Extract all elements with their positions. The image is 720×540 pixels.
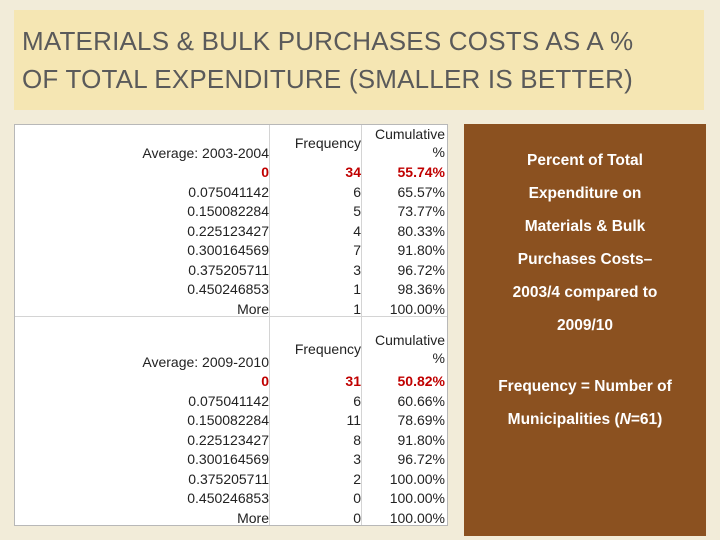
frequency-cell: 1 [353,281,361,297]
cumulative-cell: 100.00% [389,470,445,487]
cumulative-cell: 60.66% [397,392,445,409]
frequency-cell: 0 [353,509,361,526]
bin-cell: 0.225123427 [187,431,269,448]
bin-cell: 0.150082284 [187,203,269,219]
cumulative-cell: 55.74% [397,164,445,180]
cumulative-header: Cumulative [374,126,445,142]
bin-cell: 0 [261,373,269,389]
bin-cell: 0.075041142 [188,183,269,200]
frequency-cell: 6 [353,392,361,409]
row-divider [15,316,447,317]
side-frequency-line2: Municipalities (N=61) [474,403,696,436]
frequency-table: Cumulative% Frequency Average: 2003-2004 0 3… [14,124,448,526]
frequency-cell: 11 [346,412,361,428]
slide-title: MATERIALS & BULK PURCHASES COSTS AS A % … [22,22,698,98]
cumulative-cell: 96.72% [397,261,445,278]
bin-cell: 0.300164569 [187,451,269,467]
frequency-cell: 31 [345,373,361,389]
frequency-cell: 6 [353,183,361,200]
column-divider [269,125,270,525]
bin-cell: More [237,300,269,317]
frequency-header: Frequency [294,341,361,357]
bin-cell: 0.450246853 [187,490,269,506]
frequency-cell: 1 [353,300,361,317]
slide-title-line2: OF TOTAL EXPENDITURE (SMALLER IS BETTER) [22,64,633,94]
bin-cell: 0.150082284 [187,412,269,428]
side-frequency-prefix: Municipalities ( [507,411,620,428]
frequency-cell: 4 [353,222,361,239]
frequency-cell: 34 [345,164,361,180]
cumulative-cell: 100.00% [389,490,445,506]
bin-cell: More [237,509,269,526]
cumulative-cell: 98.36% [397,281,445,297]
side-text-line: Purchases Costs– [517,251,653,268]
cumulative-cell: 91.80% [397,431,445,448]
frequency-cell: 8 [353,431,361,448]
side-frequency-suffix: =61) [630,411,663,428]
bin-cell: 0.375205711 [188,261,269,278]
frequency-cell: 0 [353,490,361,506]
frequency-cell: 3 [353,451,361,467]
side-text-line: Percent of Total [527,152,643,169]
side-frequency-line1: Frequency = Number of [498,378,672,395]
frequency-header: Frequency [294,135,361,151]
frequency-cell: 5 [353,203,361,219]
cumulative-cell: 78.69% [397,412,445,428]
side-text-line: 2003/4 compared to [512,284,658,301]
side-frequency-n: N [619,411,631,428]
bin-cell: 0.375205711 [188,470,269,487]
cumulative-header-percent: % [432,144,445,160]
cumulative-cell: 100.00% [389,300,445,317]
period-label: Average: 2009-2010 [142,354,269,370]
title-box: MATERIALS & BULK PURCHASES COSTS AS A % … [14,10,704,110]
cumulative-cell: 73.77% [397,203,445,219]
frequency-cell: 3 [353,261,361,278]
side-text-line: 2009/10 [556,317,614,334]
bin-cell: 0.075041142 [188,392,269,409]
bin-cell: 0.450246853 [187,281,269,297]
side-text-line: Expenditure on [528,185,642,202]
cumulative-cell: 50.82% [397,373,445,389]
period-label: Average: 2003-2004 [142,145,269,161]
cumulative-cell: 80.33% [397,222,445,239]
cumulative-header-percent: % [432,350,445,366]
bin-cell: 0.225123427 [187,222,269,239]
cumulative-cell: 91.80% [397,242,445,258]
side-panel: Percent of Total Expenditure on Materials … [464,124,706,536]
column-divider [361,125,362,525]
bin-cell: 0.300164569 [187,242,269,258]
frequency-cell: 7 [353,242,361,258]
cumulative-cell: 100.00% [389,509,445,526]
cumulative-cell: 96.72% [397,451,445,467]
bin-cell: 0 [261,164,269,180]
side-text-line: Materials & Bulk [524,218,646,235]
slide-title-line1: MATERIALS & BULK PURCHASES COSTS AS A % [22,26,634,56]
cumulative-header: Cumulative [374,332,445,348]
cumulative-cell: 65.57% [397,183,445,200]
frequency-cell: 2 [353,470,361,487]
